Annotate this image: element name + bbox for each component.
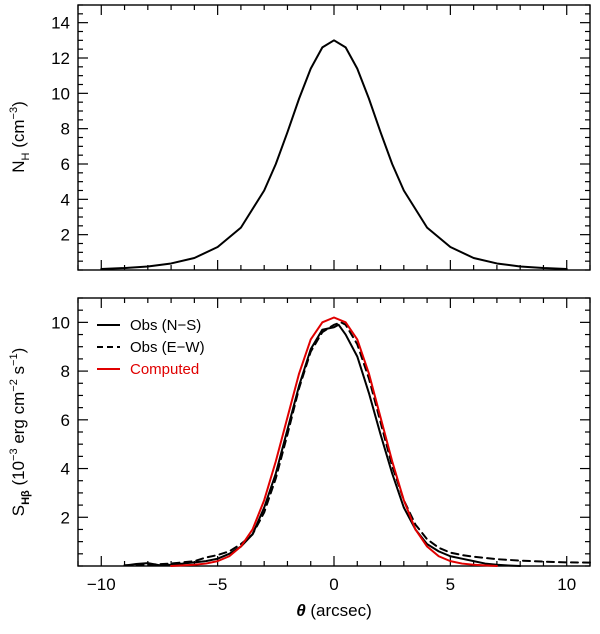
bottom-ticks: 2 4 6 8 10 −10 −5 0 5 10 xyxy=(51,297,591,594)
x-tick-label: −10 xyxy=(87,575,116,594)
top-y-tick-label: 10 xyxy=(51,84,70,103)
bottom-y-axis-label-p1: (10 xyxy=(9,461,28,490)
legend: Obs (N−S) Obs (E−W) Computed xyxy=(97,317,205,378)
bottom-panel: 2 4 6 8 10 −10 −5 0 5 10 Obs (N−S) Obs (E−W) Comput… xyxy=(8,297,591,620)
x-tick-label: 10 xyxy=(557,575,576,594)
bottom-series-computed-line xyxy=(170,316,498,567)
bottom-y-axis-label-e2: −2 xyxy=(8,379,20,392)
top-y-tick-label: 12 xyxy=(51,49,70,68)
bottom-y-axis-label-e3: −1 xyxy=(8,353,20,366)
top-y-tick-label: 14 xyxy=(51,14,70,33)
bottom-y-axis-label-e1: −3 xyxy=(8,448,20,461)
bottom-y-tick-label: 8 xyxy=(61,362,70,381)
top-y-axis-label: NH (cm−3) xyxy=(8,101,32,173)
x-axis-label: θ (arcsec) xyxy=(296,601,372,620)
bottom-y-tick-label: 4 xyxy=(61,460,70,479)
bottom-series xyxy=(123,316,591,567)
x-tick-label: 5 xyxy=(446,575,455,594)
top-y-axis-label-exp: −3 xyxy=(8,107,20,120)
bottom-y-axis-label-symbol: S xyxy=(9,505,28,516)
x-tick-label: −5 xyxy=(208,575,227,594)
bottom-y-axis-label-p3: s xyxy=(9,366,28,379)
bottom-series-obs-n-s-line xyxy=(123,323,522,567)
top-y-tick-label: 6 xyxy=(61,155,70,174)
top-y-axis-label-sub: H xyxy=(20,152,32,160)
top-ticks: 2 4 6 8 10 12 14 xyxy=(51,4,591,271)
legend-label: Computed xyxy=(130,361,199,378)
top-plot-frame xyxy=(77,4,591,271)
legend-label: Obs (N−S) xyxy=(130,317,201,334)
bottom-y-axis-label-p4: ) xyxy=(9,348,28,354)
top-panel: 2 4 6 8 10 12 14 NH (cm−3) xyxy=(8,4,591,271)
top-y-axis-label-symbol: N xyxy=(9,160,28,172)
bottom-y-tick-label: 2 xyxy=(61,508,70,527)
top-series-density-line xyxy=(100,39,568,270)
x-axis-label-unit: (arcsec) xyxy=(306,601,372,620)
bottom-y-tick-label: 10 xyxy=(51,313,70,332)
top-y-tick-label: 8 xyxy=(61,120,70,139)
x-axis-label-symbol: θ xyxy=(296,601,306,620)
top-y-tick-label: 2 xyxy=(61,226,70,245)
bottom-y-axis-label-p2: erg cm xyxy=(9,392,28,449)
x-tick-label: 0 xyxy=(329,575,338,594)
top-y-tick-label: 4 xyxy=(61,190,70,209)
top-y-axis-label-close: ) xyxy=(9,101,28,107)
top-y-axis-label-unit: (cm xyxy=(9,119,28,152)
bottom-y-axis-label-sub: Hβ xyxy=(20,490,32,505)
legend-label: Obs (E−W) xyxy=(130,339,205,356)
bottom-y-tick-label: 6 xyxy=(61,411,70,430)
top-series xyxy=(100,39,568,270)
bottom-y-axis-label: SHβ (10−3 erg cm−2 s−1) xyxy=(8,348,32,517)
bottom-series-obs-e-w-line xyxy=(123,321,591,567)
